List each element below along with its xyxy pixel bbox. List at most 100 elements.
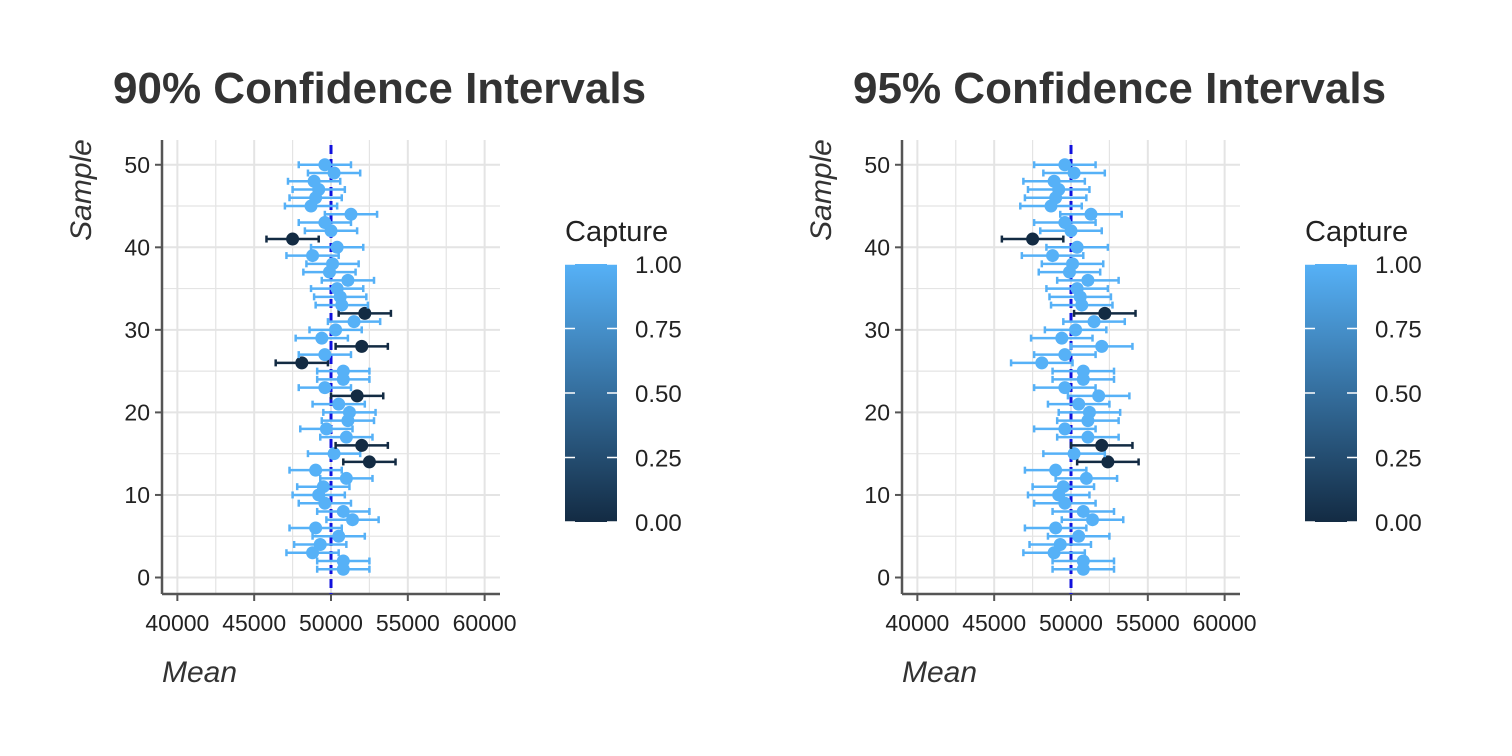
data-point bbox=[355, 438, 369, 452]
legend-tick-label: 1.00 bbox=[1375, 252, 1422, 279]
y-axis-title: Sample bbox=[805, 139, 838, 241]
x-tick-label: 50000 bbox=[1039, 610, 1103, 636]
data-point bbox=[1058, 381, 1072, 395]
x-tick-label: 55000 bbox=[1116, 610, 1180, 636]
data-point bbox=[318, 216, 332, 230]
data-point bbox=[355, 339, 369, 353]
y-tick-label: 50 bbox=[864, 152, 890, 178]
data-point bbox=[1076, 554, 1090, 568]
data-point bbox=[336, 504, 350, 518]
data-point bbox=[318, 158, 332, 172]
legend-tick-label: 0.75 bbox=[635, 317, 682, 344]
data-point bbox=[318, 381, 332, 395]
x-tick-label: 60000 bbox=[1193, 610, 1257, 636]
data-point bbox=[1066, 257, 1080, 271]
data-point bbox=[306, 546, 320, 560]
data-point bbox=[1072, 529, 1086, 543]
data-point bbox=[362, 455, 376, 469]
data-point bbox=[330, 282, 344, 296]
legend-tick-label: 1.00 bbox=[635, 252, 682, 279]
data-point bbox=[1095, 339, 1109, 353]
y-tick-label: 20 bbox=[124, 399, 150, 425]
data-point bbox=[327, 447, 341, 461]
plot-area: 40000 45000 50000 55000 60000 0 10 20 30 40 50 bbox=[864, 140, 1257, 636]
data-point bbox=[332, 529, 346, 543]
data-point bbox=[1058, 422, 1072, 436]
data-point bbox=[313, 537, 327, 551]
data-point bbox=[1087, 315, 1101, 329]
legend: Capture 0.00 0.25 0.50 0.75 1.00 bbox=[565, 216, 682, 537]
data-point bbox=[332, 397, 346, 411]
data-point bbox=[309, 521, 323, 535]
x-tick-label: 40000 bbox=[885, 610, 949, 636]
data-point bbox=[1069, 323, 1083, 337]
data-point bbox=[342, 405, 356, 419]
x-tick-label: 45000 bbox=[962, 610, 1026, 636]
x-tick-label: 50000 bbox=[299, 610, 363, 636]
data-point bbox=[329, 323, 343, 337]
data-point bbox=[319, 422, 333, 436]
data-point bbox=[309, 463, 323, 477]
legend-title: Capture bbox=[565, 216, 668, 248]
legend-tick-label: 0.00 bbox=[1375, 510, 1422, 537]
data-point bbox=[1092, 389, 1106, 403]
data-point bbox=[339, 430, 353, 444]
data-point bbox=[1049, 463, 1063, 477]
data-point bbox=[286, 232, 300, 246]
y-tick-label: 10 bbox=[124, 482, 150, 508]
x-tick-label: 40000 bbox=[145, 610, 209, 636]
data-point bbox=[1047, 174, 1061, 188]
data-point bbox=[1081, 430, 1095, 444]
data-point bbox=[315, 331, 329, 345]
y-tick-label: 20 bbox=[864, 399, 890, 425]
y-tick-label: 40 bbox=[864, 234, 890, 260]
x-tick-label: 60000 bbox=[453, 610, 517, 636]
data-point bbox=[1049, 521, 1063, 535]
data-point bbox=[336, 554, 350, 568]
data-point bbox=[1046, 249, 1060, 263]
y-tick-label: 0 bbox=[137, 564, 150, 590]
legend-tick-label: 0.25 bbox=[635, 446, 682, 473]
data-point bbox=[1095, 438, 1109, 452]
data-point bbox=[1084, 207, 1098, 221]
data-point bbox=[339, 471, 353, 485]
data-point bbox=[1081, 273, 1095, 287]
data-point bbox=[1072, 397, 1086, 411]
data-point bbox=[1082, 405, 1096, 419]
data-point bbox=[326, 257, 340, 271]
data-point bbox=[1070, 282, 1084, 296]
chart-title: 95% Confidence Intervals bbox=[853, 64, 1386, 113]
legend-tick-label: 0.00 bbox=[635, 510, 682, 537]
data-point bbox=[1067, 447, 1081, 461]
y-tick-label: 0 bbox=[877, 564, 890, 590]
data-point bbox=[1076, 364, 1090, 378]
data-point bbox=[1058, 158, 1072, 172]
chart-panel-90: 90% Confidence Intervals Sample Mean 400… bbox=[65, 64, 682, 689]
legend-tick-label: 0.50 bbox=[1375, 381, 1422, 408]
legend-tick-label: 0.25 bbox=[1375, 446, 1422, 473]
data-point bbox=[358, 306, 372, 320]
data-point bbox=[1070, 240, 1084, 254]
legend-title: Capture bbox=[1305, 216, 1408, 248]
legend-tick-label: 0.50 bbox=[635, 381, 682, 408]
data-point bbox=[307, 174, 321, 188]
chart-panel-95: 95% Confidence Intervals Sample Mean 400… bbox=[805, 64, 1422, 689]
data-point bbox=[1056, 480, 1070, 494]
legend-tick-label: 0.75 bbox=[1375, 317, 1422, 344]
data-point bbox=[346, 513, 360, 527]
data-point bbox=[1035, 356, 1049, 370]
x-axis-title: Mean bbox=[162, 656, 237, 689]
y-axis-title: Sample bbox=[65, 139, 98, 241]
data-point bbox=[1086, 513, 1100, 527]
data-point bbox=[1101, 455, 1115, 469]
data-point bbox=[1067, 166, 1081, 180]
data-point bbox=[316, 480, 330, 494]
data-point bbox=[1026, 232, 1040, 246]
x-tick-label: 45000 bbox=[222, 610, 286, 636]
data-point bbox=[1058, 216, 1072, 230]
x-axis-title: Mean bbox=[902, 656, 977, 689]
data-point bbox=[341, 273, 355, 287]
data-point bbox=[1053, 537, 1067, 551]
data-point bbox=[336, 364, 350, 378]
